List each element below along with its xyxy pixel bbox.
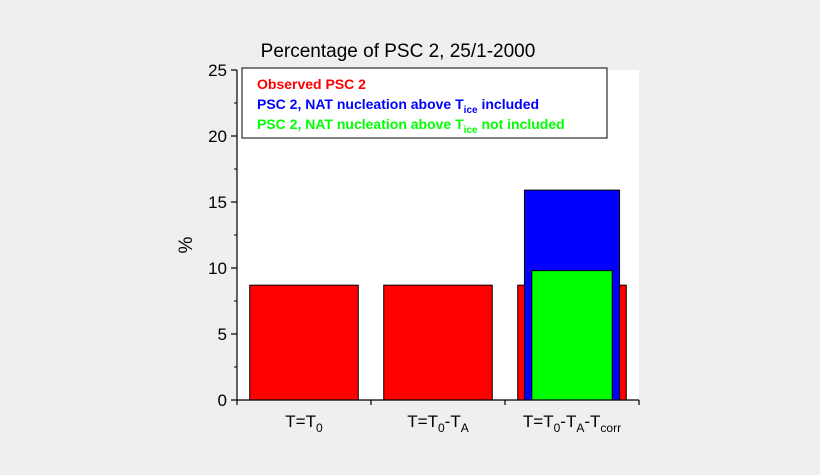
bars-group	[249, 189, 627, 401]
y-tick-label: 5	[218, 325, 227, 344]
chart-title: Percentage of PSC 2, 25/1-2000	[261, 41, 536, 62]
y-tick-label: 0	[218, 391, 227, 410]
y-tick-label: 20	[208, 127, 227, 146]
legend-entry-3: PSC 2, NAT nucleation above Tice not inc…	[257, 116, 565, 136]
y-tick-label: 25	[208, 61, 227, 80]
x-tick-label: T=T0	[285, 412, 323, 435]
y-tick-label: 15	[208, 193, 227, 212]
x-tick-label: T=T0-TA	[407, 412, 468, 435]
bar-series-1-cat-1	[249, 284, 359, 401]
x-tick-label: T=T0-TA-Tcorr	[523, 412, 621, 435]
bar-series-1-cat-2	[383, 284, 493, 401]
legend-box	[241, 67, 608, 139]
legend: Observed PSC 2 PSC 2, NAT nucleation abov…	[241, 67, 608, 139]
bar-series-3-cat-3	[531, 270, 613, 401]
y-axis-label: %	[176, 236, 197, 253]
x-ticks-group: T=T0 T=T0-TA T=T0-TA-Tcorr	[236, 400, 640, 435]
y-tick-label: 10	[208, 259, 227, 278]
y-ticks-group: 0 5 10 15 20 25	[208, 61, 237, 410]
legend-entry-2: PSC 2, NAT nucleation above Tice include…	[257, 96, 539, 116]
legend-entry-1: Observed PSC 2	[257, 76, 366, 92]
